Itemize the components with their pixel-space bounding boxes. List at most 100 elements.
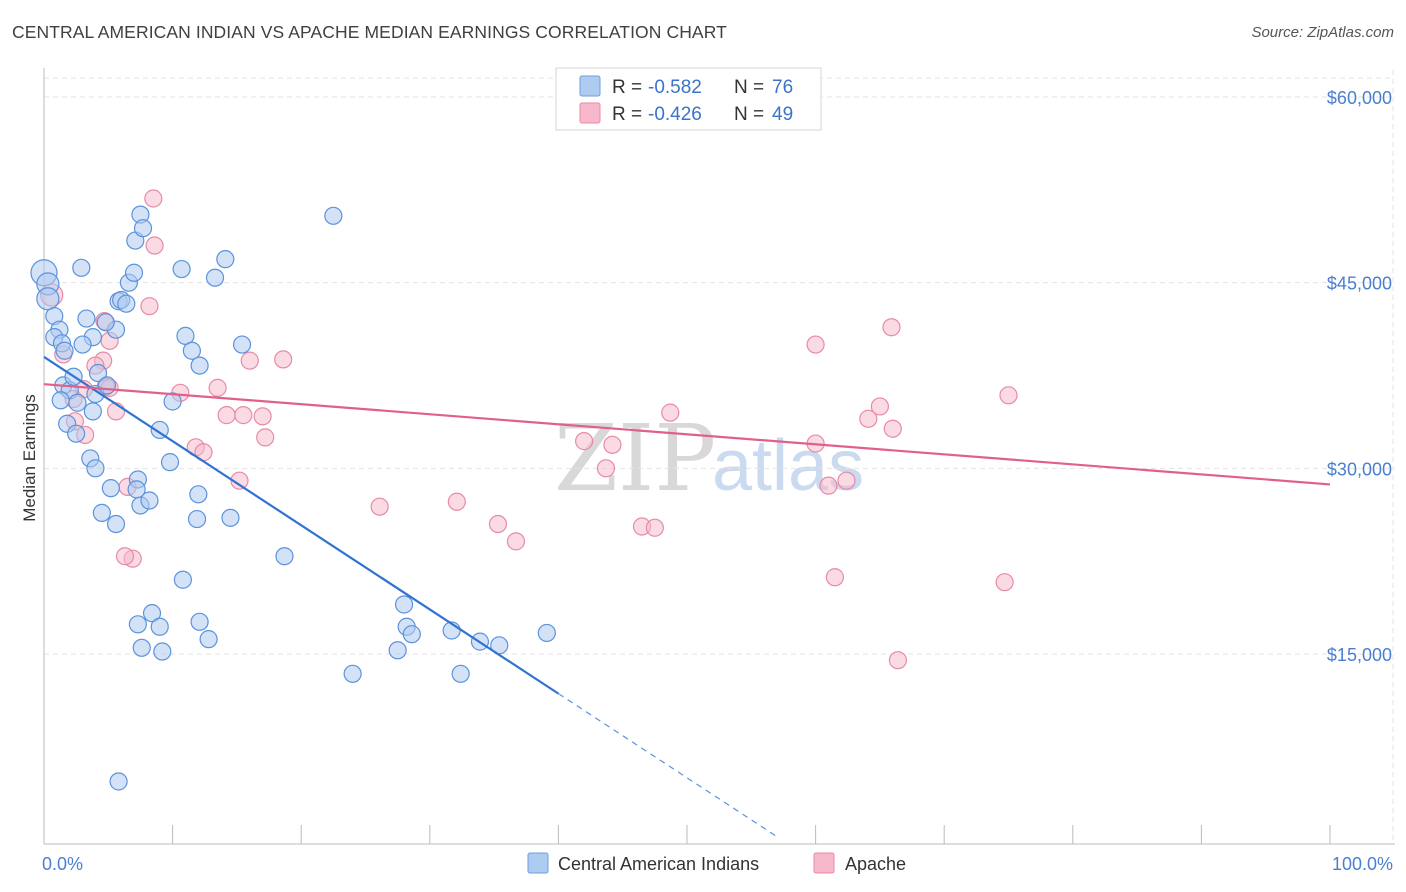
y-tick-label-15000: $15,000	[1327, 645, 1392, 665]
blue-point-45	[232, 335, 252, 354]
blue-point-71	[451, 664, 470, 683]
blue-point-35	[106, 514, 126, 534]
blue-point-28	[97, 376, 117, 395]
central-american-indian-points	[30, 205, 556, 791]
blue-point-61	[132, 638, 151, 657]
pink-point-15	[140, 297, 159, 316]
pink-point-38	[645, 518, 664, 537]
legend-r-label-1: R =	[612, 77, 642, 98]
blue-point-59	[190, 612, 209, 631]
legend-n-value-2: 49	[772, 104, 793, 125]
blue-point-58	[150, 617, 169, 636]
blue-point-42	[172, 259, 191, 279]
pink-point-46	[870, 397, 890, 416]
legend-r-value-1: -0.582	[648, 77, 702, 98]
blue-point-56	[173, 570, 192, 589]
blue-point-48	[190, 356, 209, 375]
series-legend-label-pink: Apache	[845, 854, 906, 874]
pink-point-49	[888, 651, 908, 670]
blue-point-66	[388, 641, 407, 660]
pink-point-26	[230, 471, 249, 490]
pink-point-29	[115, 547, 135, 566]
legend-r-value-2: -0.426	[648, 104, 702, 125]
blue-point-41	[133, 219, 153, 238]
blue-point-26	[73, 335, 92, 354]
blue-point-65	[343, 664, 362, 683]
legend-swatch-pink	[579, 102, 601, 124]
blue-point-51	[163, 392, 182, 411]
apache-points	[40, 189, 1018, 670]
blue-point-55	[275, 547, 294, 566]
pink-point-24	[256, 428, 275, 447]
blue-point-30	[67, 424, 86, 443]
pink-point-39	[661, 403, 680, 422]
watermark-zip: ZIP	[554, 405, 716, 512]
pink-point-47	[882, 318, 901, 337]
legend-r-label-2: R =	[612, 104, 642, 125]
legend-n-label-2: N =	[734, 104, 764, 125]
pink-point-43	[825, 568, 844, 587]
pink-point-19	[208, 378, 227, 397]
pink-point-30	[370, 497, 389, 516]
blue-point-50	[160, 453, 180, 472]
blue-point-2	[36, 287, 60, 311]
pink-point-20	[217, 406, 236, 425]
legend-swatch-blue	[579, 75, 601, 97]
pink-point-48	[883, 419, 902, 438]
series-legend-swatch-blue	[527, 852, 549, 874]
blue-point-67	[394, 595, 414, 614]
pink-point-32	[488, 514, 508, 534]
blue-point-34	[92, 503, 111, 522]
blue-point-21	[124, 263, 144, 282]
pink-point-44	[837, 471, 856, 490]
pink-point-22	[240, 351, 259, 370]
blue-point-62	[153, 642, 172, 661]
blue-point-11	[68, 393, 87, 412]
pink-point-12	[106, 402, 126, 421]
pink-point-33	[506, 532, 526, 551]
blue-point-10	[51, 391, 70, 410]
axes	[43, 68, 1395, 845]
trend-line-blue	[43, 356, 560, 695]
blue-point-57	[142, 604, 162, 623]
series-legend: Central American Indians Apache	[527, 852, 906, 874]
x-tick-label-max: 100.0%	[1332, 854, 1393, 874]
blue-point-19	[117, 294, 136, 313]
blue-point-15	[88, 363, 108, 383]
pink-point-45	[859, 409, 878, 428]
pink-point-36	[603, 435, 622, 454]
blue-point-39	[140, 491, 159, 510]
tick-labels: $15,000 $30,000 $45,000 $60,000 0.0% 100.0%	[42, 88, 1393, 874]
pink-point-21	[234, 406, 253, 425]
blue-point-43	[205, 268, 225, 287]
blue-point-75	[109, 772, 128, 791]
blue-point-69	[402, 625, 421, 644]
trend-line-pink	[43, 383, 1331, 486]
blue-point-32	[86, 459, 105, 478]
chart-title: CENTRAL AMERICAN INDIAN VS APACHE MEDIAN…	[12, 22, 727, 42]
blue-point-64	[324, 206, 343, 225]
y-tick-label-30000: $30,000	[1327, 459, 1392, 479]
pink-point-40	[806, 335, 825, 354]
blue-point-54	[221, 508, 240, 527]
legend-n-label-1: N =	[734, 77, 764, 98]
trend-line-blue-extension	[558, 693, 778, 838]
y-tick-label-45000: $45,000	[1327, 274, 1392, 294]
series-legend-swatch-pink	[813, 852, 835, 874]
stats-legend: R = -0.582 N = 76 R = -0.426 N = 49	[555, 67, 822, 131]
x-tick-label-min: 0.0%	[42, 854, 83, 874]
watermark-atlas: atlas	[712, 426, 864, 506]
blue-point-33	[101, 479, 120, 498]
blue-point-63	[128, 615, 147, 634]
legend-n-value-1: 76	[772, 77, 793, 98]
pink-point-14	[145, 236, 164, 255]
pink-point-42	[819, 476, 838, 495]
blue-point-60	[199, 630, 218, 649]
blue-point-29	[83, 402, 102, 421]
y-axis-label: Median Earnings	[20, 394, 39, 522]
y-tick-label-60000: $60,000	[1327, 88, 1392, 108]
pink-point-51	[995, 573, 1014, 592]
blue-point-44	[216, 250, 235, 269]
blue-point-27	[96, 313, 115, 332]
